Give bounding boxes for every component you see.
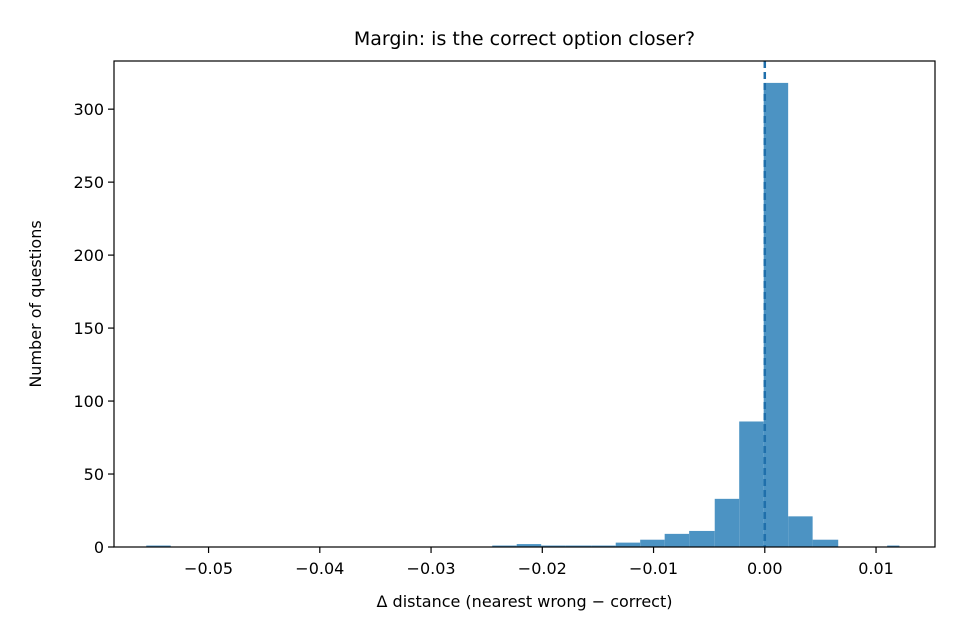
y-tick-label: 50 (84, 465, 104, 484)
histogram-bar (664, 533, 690, 547)
histogram-bar (565, 545, 592, 547)
x-tick-label: −0.01 (629, 559, 678, 578)
y-tick-label: 100 (73, 392, 104, 411)
histogram-bar (739, 421, 764, 547)
histogram-bar (689, 530, 715, 547)
histogram-bar (887, 545, 900, 547)
y-tick-label: 200 (73, 246, 104, 265)
histogram-bar (146, 545, 171, 547)
histogram-bar (516, 544, 542, 547)
x-axis-ticks: −0.05 −0.04 −0.03 −0.02 −0.01 0.00 0.01 (184, 547, 894, 578)
y-tick-label: 0 (94, 538, 104, 557)
x-tick-label: −0.04 (295, 559, 344, 578)
x-tick-label: −0.02 (518, 559, 567, 578)
x-axis-label: Δ distance (nearest wrong − correct) (377, 592, 673, 611)
histogram-bars (146, 82, 900, 547)
histogram-bar (640, 539, 665, 547)
histogram-bar (615, 542, 641, 547)
histogram-bar (541, 545, 566, 547)
y-axis-label: Number of questions (26, 220, 45, 387)
y-tick-label: 150 (73, 319, 104, 338)
chart-title: Margin: is the correct option closer? (354, 28, 695, 50)
x-tick-label: −0.05 (184, 559, 233, 578)
y-tick-label: 250 (73, 173, 104, 192)
x-tick-label: −0.03 (407, 559, 456, 578)
histogram-bar (763, 82, 789, 547)
histogram-bar (788, 516, 813, 547)
histogram-bar (591, 545, 616, 547)
histogram-bar (812, 539, 839, 547)
histogram-bar (492, 545, 517, 547)
y-axis-ticks: 0 50 100 150 200 250 300 (73, 100, 114, 557)
x-tick-label: 0.01 (858, 559, 894, 578)
plot-area-frame (113, 60, 936, 548)
y-tick-label: 300 (73, 100, 104, 119)
x-tick-label: 0.00 (747, 559, 783, 578)
histogram-bar (714, 498, 740, 547)
